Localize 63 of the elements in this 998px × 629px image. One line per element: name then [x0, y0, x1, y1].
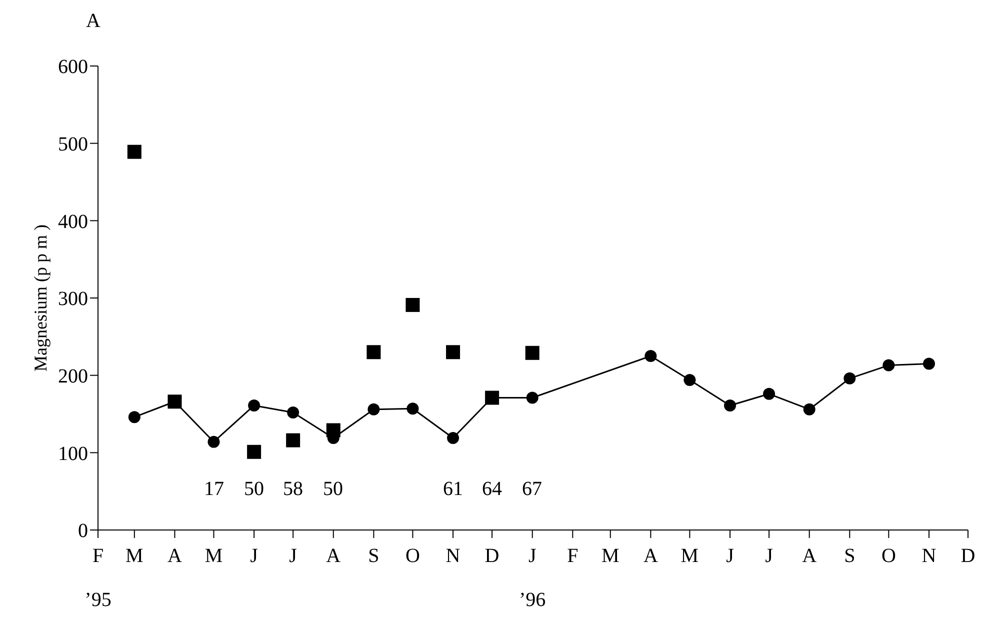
point: [406, 402, 419, 415]
x-tick-label: A: [643, 545, 658, 567]
point: [803, 403, 816, 416]
point: [366, 345, 381, 360]
y-tick-label: 100: [58, 442, 88, 465]
point: [208, 436, 220, 448]
point: [724, 399, 736, 412]
point: [406, 298, 420, 312]
y-tick-label: 300: [58, 288, 88, 310]
x-tick-label: D: [484, 545, 500, 567]
x-tick-label: J: [289, 545, 298, 567]
point: [286, 433, 300, 448]
point: [446, 345, 460, 360]
point: [326, 423, 340, 438]
x-tick-label: F ’95: [84, 545, 112, 611]
x-tick-label: A: [802, 545, 818, 567]
y-tick-label: 200: [58, 365, 88, 388]
point: [447, 432, 460, 444]
point: [525, 346, 540, 360]
point: [248, 399, 260, 412]
annotation: 61: [442, 478, 464, 501]
annotation: 67: [521, 478, 543, 501]
y-axis-title: Magnesium (p p m ): [30, 224, 50, 372]
x-tick-label: O: [405, 545, 420, 567]
x-tick-label: J: [765, 545, 774, 567]
x-tick-label: M: [680, 545, 699, 567]
x-tick-label: J: [726, 545, 734, 567]
x-tick-label: O: [881, 545, 896, 567]
x-tick-label: F: [567, 545, 578, 567]
point: [128, 411, 140, 424]
x-tick-label: A: [326, 545, 342, 567]
x-tick-label: S: [844, 545, 856, 567]
x-tick-label: M: [126, 545, 144, 567]
point: [127, 144, 142, 159]
point: [763, 388, 776, 400]
y-tick-label: 600: [58, 56, 88, 78]
x-tick-label: M: [204, 545, 223, 567]
annotation: 50: [322, 478, 344, 501]
point: [526, 392, 538, 404]
point: [247, 444, 262, 459]
y-tick-label: 0: [78, 520, 88, 542]
x-tick-label: A: [168, 545, 182, 567]
x-tick-label: D: [960, 545, 976, 567]
point: [644, 350, 657, 362]
annotation: 50: [243, 478, 265, 501]
annotation: 64: [481, 478, 503, 501]
y-tick-label: 500: [58, 133, 88, 156]
x-tick-label: N: [446, 545, 460, 567]
x-tick-label: M: [601, 545, 620, 567]
x-tick-label: N: [922, 545, 936, 567]
x-tick-label: J ’96: [519, 545, 546, 611]
x-tick-label: S: [368, 545, 380, 567]
x-tick-label: J: [250, 545, 258, 567]
point: [287, 406, 300, 418]
point: [844, 372, 856, 384]
y-tick-label: 400: [58, 210, 88, 233]
point: [922, 358, 935, 370]
point: [684, 374, 696, 386]
point: [882, 359, 895, 372]
chart-title: A: [86, 10, 100, 33]
annotation: 58: [282, 478, 304, 501]
point: [368, 403, 380, 416]
annotation: 17: [203, 478, 225, 501]
